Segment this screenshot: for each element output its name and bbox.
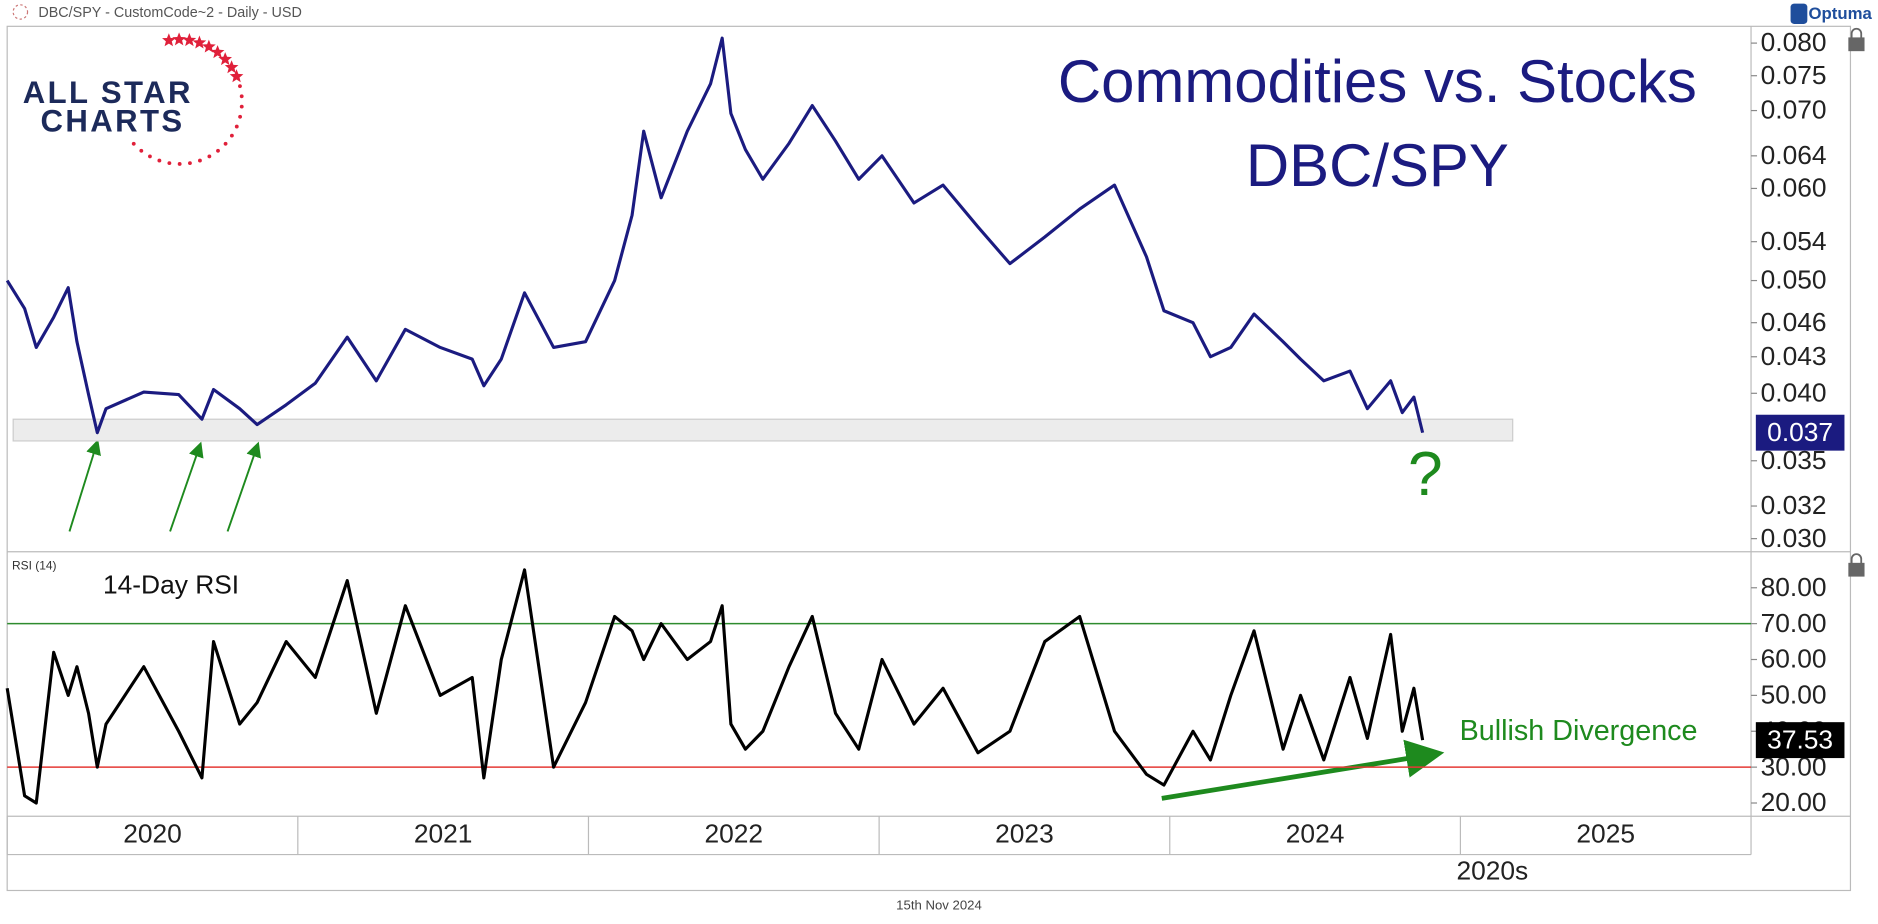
chart-subtitle: DBC/SPY (1246, 132, 1509, 199)
logo-star (224, 60, 239, 74)
logo-dot (177, 162, 182, 166)
series-line (5, 568, 1425, 805)
x-tick-label: 2021 (414, 818, 473, 848)
chart-title: Commodities vs. Stocks (1058, 48, 1697, 115)
x-tick-label: 2025 (1576, 818, 1635, 848)
x-tick-label: 2022 (704, 818, 763, 848)
logo-dot (157, 158, 162, 163)
logo-dot (188, 161, 192, 166)
divergence-arrow (1161, 739, 1445, 801)
annotation: Bullish Divergence (1460, 715, 1698, 747)
logo-star (162, 33, 176, 47)
footer-date: 15th Nov 2024 (896, 898, 982, 913)
logo-dot (198, 158, 202, 163)
logo-dot (238, 84, 242, 89)
y-tick-label: 0.030 (1761, 523, 1827, 553)
brand-icon (1790, 3, 1808, 24)
logo-dot (139, 148, 144, 153)
y-tick-label: 0.080 (1761, 27, 1827, 57)
logo-text: ALL STAR (23, 75, 193, 110)
y-tick-label: 0.070 (1761, 95, 1827, 125)
x-tick-label: 2023 (995, 818, 1054, 848)
y-tick-label: 0.075 (1761, 60, 1827, 90)
logo-text: CHARTS (41, 104, 185, 139)
frame (6, 25, 1852, 892)
y-tick-label: 50.00 (1761, 680, 1827, 710)
y-tick-label: 20.00 (1761, 787, 1827, 817)
logo-star (229, 69, 244, 83)
last-value-label: 37.53 (1767, 724, 1833, 754)
x-tick-label: 2024 (1286, 818, 1345, 848)
logo-dot (239, 94, 244, 99)
logo-star (192, 35, 207, 49)
y-tick-label: 0.050 (1761, 265, 1827, 295)
y-tick-label: 0.054 (1761, 226, 1827, 256)
logo-star (210, 45, 225, 59)
y-tick-label: 0.046 (1761, 307, 1827, 337)
period-label: 2020s (1456, 855, 1528, 885)
logo-dot (148, 154, 152, 159)
logo-dot (207, 154, 212, 159)
support-zone (12, 418, 1514, 442)
y-tick-label: 0.043 (1761, 341, 1827, 371)
y-tick-label: 70.00 (1761, 608, 1827, 638)
header-icon (12, 4, 29, 20)
logo-star (202, 39, 216, 53)
logo-dot (229, 133, 234, 138)
logo-dot (131, 141, 136, 146)
y-tick-label: 0.064 (1761, 140, 1827, 170)
pane-title: RSI (14) (12, 558, 57, 572)
y-tick-label: 0.040 (1761, 377, 1827, 407)
logo-dot (238, 114, 243, 119)
pane-label: 14-Day RSI (103, 569, 239, 599)
series-line (5, 36, 1425, 435)
logo-dot (167, 161, 172, 166)
y-tick-label: 60.00 (1761, 644, 1827, 674)
brand: Optuma (1809, 4, 1873, 23)
lock-icon (1848, 27, 1865, 577)
logo-star (218, 52, 232, 66)
y-tick-label: 0.060 (1761, 173, 1827, 203)
logo-star (172, 32, 187, 46)
last-value-box (1755, 722, 1845, 759)
logo-dot (239, 104, 244, 109)
y-tick-label: 80.00 (1761, 572, 1827, 602)
y-tick-label: 0.032 (1761, 490, 1827, 520)
logo-dot (216, 148, 220, 153)
last-value-box (1755, 414, 1845, 451)
logo-stars (131, 32, 244, 166)
last-value-label: 0.037 (1767, 417, 1833, 447)
support-arrow (68, 439, 261, 532)
logo-star (182, 33, 197, 47)
logo-dot (223, 141, 228, 146)
header-title: DBC/SPY - CustomCode~2 - Daily - USD (38, 5, 302, 21)
annotation: ? (1408, 440, 1443, 509)
logo-dot (234, 124, 239, 129)
x-tick-label: 2020 (123, 818, 182, 848)
